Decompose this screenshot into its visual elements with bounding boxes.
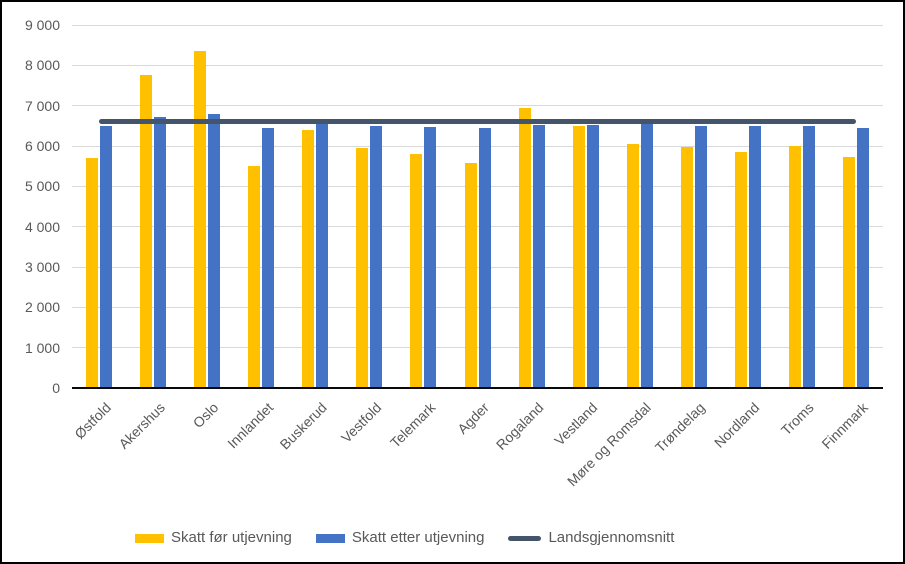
legend-label: Skatt etter utjevning [351, 529, 485, 546]
bar-series0-akershus [140, 75, 153, 388]
y-axis-label: 0 [52, 380, 60, 396]
y-axis-label: 2 000 [24, 299, 60, 316]
x-axis-label: Buskerud [276, 399, 330, 453]
gridline [72, 226, 883, 228]
average-line [99, 119, 856, 125]
bar-series1-tr-ndelag [694, 125, 707, 388]
legend-item-skatt-for-utjevning: Skatt før utjevning [135, 529, 292, 547]
bar-series1-oslo [208, 114, 221, 388]
legend-label: Skatt før utjevning [171, 529, 292, 546]
x-axis-line [72, 387, 883, 389]
bar-series0-finnmark [842, 156, 855, 388]
bar-series1-agder [478, 127, 491, 388]
x-axis-label: Telemark [386, 399, 439, 451]
bar-series0-agder [464, 162, 477, 388]
gridline [72, 185, 883, 187]
y-axis-label: 6 000 [24, 138, 60, 154]
bar-series1-telemark [424, 127, 437, 388]
bar-series1-buskerud [316, 123, 329, 388]
legend-item-landsgjennomsnitt: Landsgjennomsnitt [508, 529, 674, 547]
gridline [72, 105, 883, 107]
x-axis-label: Troms [777, 399, 817, 439]
legend-label: Landsgjennomsnitt [548, 529, 675, 546]
gridline [72, 306, 883, 308]
gridline [72, 145, 883, 147]
x-axis-label: Oslo [190, 399, 222, 431]
bar-series1-innlandet [262, 127, 275, 388]
x-axis-label: Vestland [550, 399, 601, 449]
legend-swatch-yellow [135, 533, 164, 543]
bar-series1--stfold [100, 126, 113, 388]
bar-series0-troms [788, 145, 801, 388]
y-axis-label: 5 000 [24, 178, 60, 195]
x-axis-label: Agder [454, 399, 493, 438]
gridline [72, 64, 883, 66]
x-axis-label: Akershus [115, 399, 168, 452]
bar-series1-rogaland [532, 125, 545, 388]
gridline [72, 24, 883, 26]
bar-series1-m-re-og-romsdal [640, 124, 653, 388]
gridline [72, 347, 883, 349]
x-axis-label: Rogaland [492, 399, 547, 453]
bar-series1-troms [802, 125, 815, 388]
y-axis-label: 9 000 [24, 17, 60, 33]
bar-series1-finnmark [856, 128, 869, 388]
bar-series1-nordland [748, 126, 761, 388]
legend: Skatt før utjevning Skatt etter utjevnin… [135, 529, 674, 547]
y-axis-label: 7 000 [24, 97, 60, 114]
x-axis-label: Østfold [70, 399, 114, 442]
legend-line-swatch [508, 535, 542, 541]
legend-item-skatt-etter-utjevning: Skatt etter utjevning [315, 529, 485, 547]
bar-series0-m-re-og-romsdal [626, 143, 639, 388]
y-axis-label: 8 000 [24, 57, 60, 74]
bar-series0-vestfold [356, 148, 369, 388]
bar-series1-vestland [586, 124, 599, 388]
y-axis-label: 4 000 [24, 218, 60, 235]
bar-series0-rogaland [518, 108, 531, 388]
bar-series0-buskerud [302, 129, 315, 388]
bar-series0-tr-ndelag [680, 146, 693, 388]
gridline [72, 266, 883, 268]
bar-series0--stfold [86, 158, 99, 388]
x-axis-label: Innlandet [223, 399, 276, 452]
bar-series0-nordland [734, 151, 747, 388]
y-axis-label: 1 000 [24, 339, 60, 356]
x-axis-label: Vestfold [337, 399, 384, 446]
y-axis-label: 3 000 [24, 259, 60, 275]
bar-series0-telemark [410, 153, 423, 388]
x-axis-label: Nordland [710, 399, 763, 451]
bar-series1-vestfold [370, 126, 383, 388]
bar-series0-vestland [572, 125, 585, 388]
x-axis-label: Finnmark [817, 399, 871, 452]
x-axis-label: Trøndelag [652, 399, 709, 456]
bar-series0-innlandet [248, 165, 261, 388]
bar-series0-oslo [194, 51, 207, 388]
legend-swatch-blue [315, 533, 345, 543]
bar-series1-akershus [154, 116, 167, 388]
